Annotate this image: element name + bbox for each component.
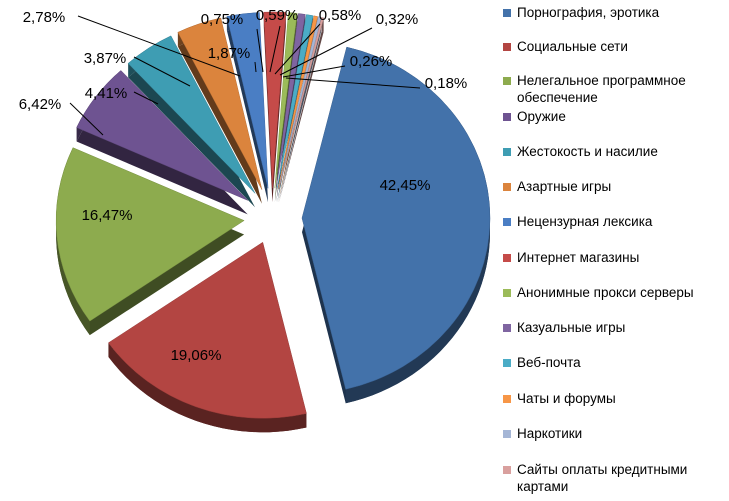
leader-line-12 [282, 65, 346, 78]
legend-item: Оружие [503, 108, 729, 125]
legend-item: Нецензурная лексика [503, 213, 729, 230]
data-label-2: 16,47% [82, 207, 133, 224]
pie-slice-1 [108, 241, 307, 419]
pie-slice-10 [276, 14, 314, 189]
legend-item: Казуальные игры [503, 319, 729, 336]
leader-line-9 [269, 25, 281, 73]
legend-swatch [503, 324, 511, 332]
pie-chart: 42,45% 19,06% 16,47% 6,42% 4,41% 3,87% 2,78% 1,… [19, 7, 491, 433]
legend-label: Нецензурная лексика [517, 214, 653, 229]
legend-label: Анонимные прокси серверы [517, 285, 694, 300]
legend-item: Интернет магазины [503, 249, 729, 266]
legend-label: Нелегальное программное обеспечение [517, 73, 686, 105]
legend-label: Порнография, эротика [517, 5, 660, 20]
legend-item: Социальные сети [503, 38, 729, 55]
pie-slice-3 [76, 70, 248, 201]
leader-line-7 [254, 61, 257, 73]
legend-item: Анонимные прокси серверы [503, 284, 729, 301]
legend-swatch [503, 113, 511, 121]
legend-item: Чаты и форумы [503, 390, 729, 407]
legend-label: Веб-почта [517, 355, 581, 370]
data-label-0: 42,45% [380, 177, 431, 194]
legend-item: Жестокость и насилие [503, 143, 729, 160]
legend-swatch [503, 9, 511, 17]
legend-item: Наркотики [503, 425, 729, 442]
legend-swatch [503, 183, 511, 191]
legend-swatch [503, 148, 511, 156]
legend-swatch [503, 77, 511, 85]
legend-swatch [503, 359, 511, 367]
legend-item: Веб-почта [503, 354, 729, 371]
pie-slice-9 [275, 13, 306, 189]
pie-tops [55, 11, 491, 419]
leader-line-6 [77, 15, 241, 77]
leader-line-13 [285, 77, 421, 89]
leader-line-4 [133, 91, 159, 105]
legend-item: Порнография, эротика [503, 4, 729, 21]
legend-label: Чаты и форумы [517, 391, 616, 406]
data-label-13: 0,18% [425, 75, 468, 92]
data-label-12: 0,26% [350, 53, 393, 70]
pie-slice-4 [127, 35, 256, 194]
legend-swatch [503, 218, 511, 226]
data-label-4: 4,41% [85, 85, 128, 102]
data-label-11: 0,32% [376, 11, 419, 28]
legend-swatch [503, 430, 511, 438]
legend-label: Сайты оплаты кредитными картами [517, 462, 688, 494]
data-label-5: 3,87% [84, 50, 127, 67]
pie-slice-13 [278, 17, 324, 189]
pie-slice-0 [301, 46, 491, 390]
leader-line-10 [274, 23, 321, 75]
data-label-6: 2,78% [23, 9, 66, 26]
legend-label: Казуальные игры [517, 320, 626, 335]
data-label-10: 0,58% [319, 7, 362, 24]
legend-swatch [503, 395, 511, 403]
leader-lines [69, 15, 421, 136]
leader-line-11 [279, 27, 373, 76]
data-labels: 42,45% 19,06% 16,47% 6,42% 4,41% 3,87% 2,78% 1,… [19, 7, 468, 364]
legend-swatch [503, 466, 511, 474]
leader-line-3 [69, 102, 104, 136]
legend-label: Оружие [517, 109, 566, 124]
data-label-9: 0,59% [256, 7, 299, 24]
legend-item: Нелегальное программное обеспечение [503, 72, 729, 106]
legend-swatch [503, 254, 511, 262]
legend-label: Азартные игры [517, 179, 612, 194]
legend-label: Интернет магазины [517, 250, 640, 265]
legend-label: Жестокость и насилие [517, 144, 658, 159]
data-label-7: 1,87% [208, 45, 251, 62]
pie-slice-11 [277, 15, 318, 189]
data-label-1: 19,06% [171, 347, 222, 364]
legend-item: Сайты оплаты кредитными картами [503, 461, 729, 495]
data-label-3: 6,42% [19, 96, 62, 113]
data-label-8: 0,75% [201, 11, 244, 28]
legend-swatch [503, 43, 511, 51]
legend-item: Азартные игры [503, 178, 729, 195]
legend-label: Социальные сети [517, 39, 628, 54]
leader-line-5 [133, 56, 191, 87]
legend-swatch [503, 289, 511, 297]
leader-line-8 [256, 28, 264, 73]
legend-label: Наркотики [517, 426, 583, 441]
pie-slice-6 [226, 12, 269, 189]
pie-slice-7 [263, 11, 287, 189]
pie-slice-2 [55, 147, 245, 322]
pie-slice-8 [274, 12, 298, 189]
